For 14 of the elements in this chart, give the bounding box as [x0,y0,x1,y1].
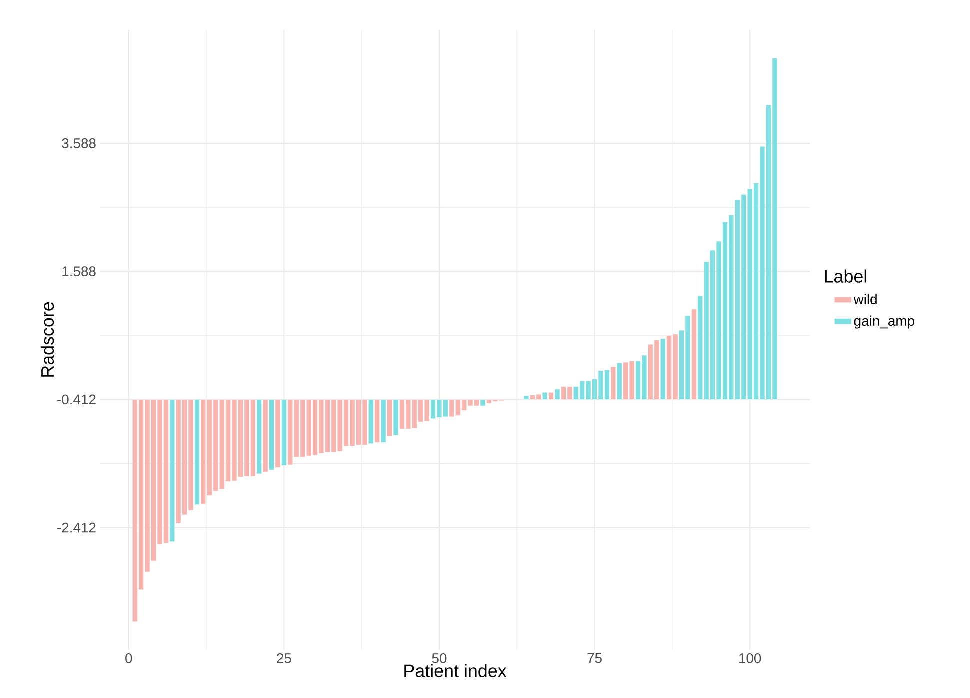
y-tick-label: 1.588 [62,266,96,277]
legend-label: gain_amp [854,316,914,329]
x-tick-label: 0 [126,653,132,664]
x-tick-label: 50 [432,653,447,664]
x-axis-title: Patient index [404,664,507,678]
x-tick-label: 25 [277,653,292,664]
legend-title: Label [825,270,866,283]
x-tick-label: 75 [588,654,602,664]
y-tick-label: -0.412 [58,394,96,405]
legend-label: wild [854,294,877,304]
y-axis-title: Radscore [40,302,54,377]
x-tick-label: 100 [739,653,762,664]
y-tick-label: -2.412 [58,522,96,533]
y-tick-label: 3.588 [62,138,96,148]
